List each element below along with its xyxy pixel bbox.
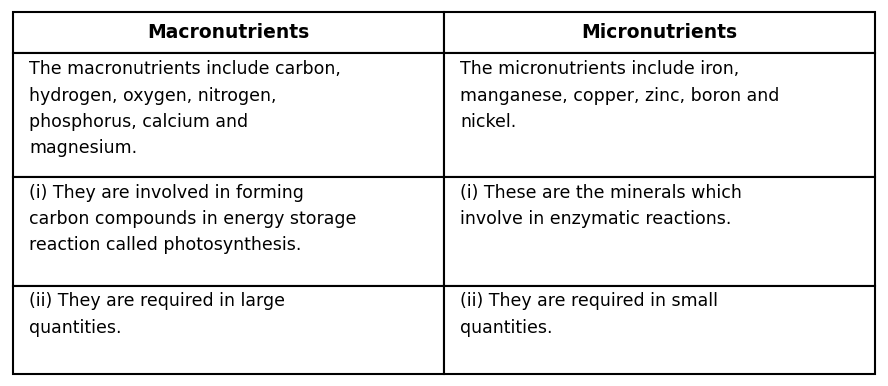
Text: The macronutrients include carbon,
hydrogen, oxygen, nitrogen,
phosphorus, calci: The macronutrients include carbon, hydro… xyxy=(29,60,341,157)
Text: Micronutrients: Micronutrients xyxy=(582,23,737,42)
Bar xyxy=(444,53,875,177)
Bar xyxy=(444,286,875,374)
Text: (i) They are involved in forming
carbon compounds in energy storage
reaction cal: (i) They are involved in forming carbon … xyxy=(29,184,357,254)
Bar xyxy=(13,177,444,286)
Text: Macronutrients: Macronutrients xyxy=(147,23,310,42)
Text: The micronutrients include iron,
manganese, copper, zinc, boron and
nickel.: The micronutrients include iron, mangane… xyxy=(460,60,780,131)
Bar xyxy=(13,286,444,374)
Text: (i) These are the minerals which
involve in enzymatic reactions.: (i) These are the minerals which involve… xyxy=(460,184,741,228)
Text: (ii) They are required in large
quantities.: (ii) They are required in large quantiti… xyxy=(29,293,285,337)
Bar xyxy=(13,12,444,53)
Bar xyxy=(13,53,444,177)
Text: (ii) They are required in small
quantities.: (ii) They are required in small quantiti… xyxy=(460,293,718,337)
Bar xyxy=(444,12,875,53)
Bar xyxy=(444,177,875,286)
